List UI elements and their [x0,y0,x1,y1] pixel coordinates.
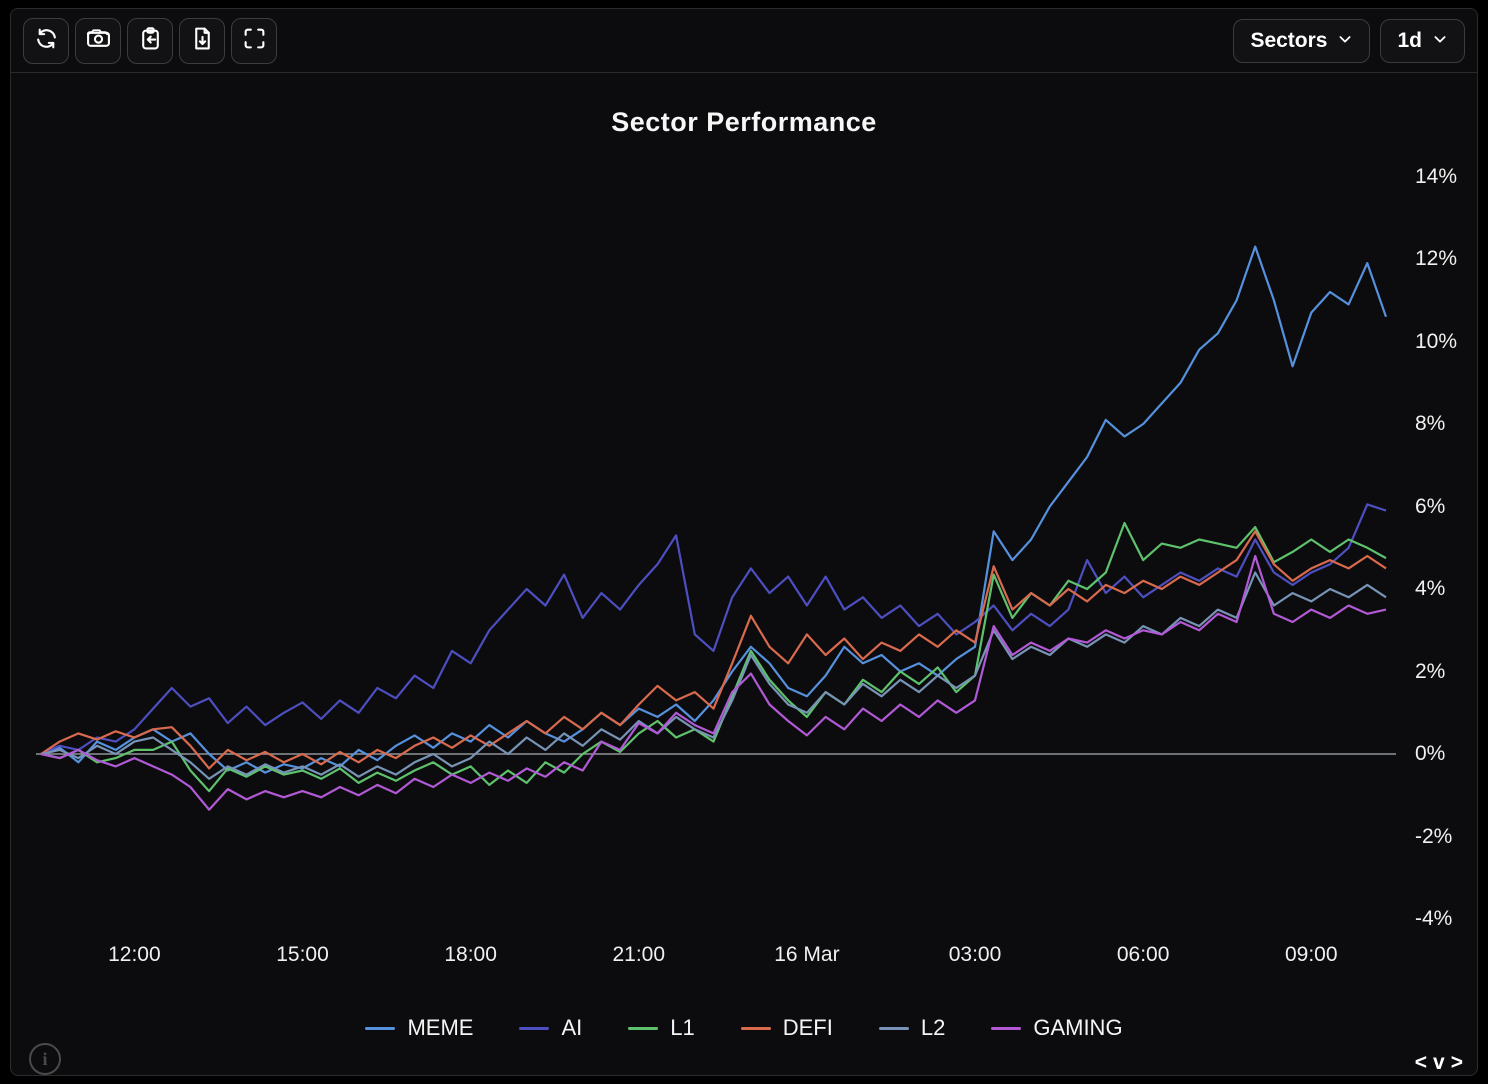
legend-label: DEFI [782,1015,833,1040]
y-tick-label: 8% [1415,412,1446,435]
timeframe-dropdown-label: 1d [1397,28,1422,52]
pan-right-button[interactable]: > [1450,1051,1463,1074]
fullscreen-icon [242,26,267,56]
x-tick-label: 03:00 [948,943,1002,966]
camera-icon [86,26,111,56]
y-tick-label: 4% [1415,577,1446,600]
legend-label: L2 [920,1015,946,1040]
clipboard-import-icon [138,26,163,56]
series-line-meme [40,245,1388,774]
sectors-dropdown-label: Sectors [1250,28,1328,52]
fullscreen-button[interactable] [231,17,277,64]
series-line-ai [40,503,1387,756]
chart-plot-area[interactable] [11,73,1479,1077]
series-line-defi [40,530,1387,770]
file-download-icon [190,26,215,56]
sectors-dropdown[interactable]: Sectors [1233,18,1371,63]
x-tick-label: 21:00 [612,943,666,966]
y-tick-label: 14% [1415,164,1458,188]
legend-item-meme[interactable]: MEME [365,1015,473,1041]
legend-item-ai[interactable]: AI [519,1015,582,1041]
download-button[interactable] [179,17,225,64]
chart-area: Sector Performance 14% 12% 10% 8% 6% 4% 2% 0% -2… [11,73,1477,1075]
legend-item-l2[interactable]: L2 [878,1015,946,1041]
y-tick-label: 6% [1415,494,1446,518]
screenshot-button[interactable] [75,17,121,64]
x-tick-label: 18:00 [444,943,497,966]
pan-left-button[interactable]: < [1414,1051,1428,1074]
chevron-down-icon [1432,29,1448,53]
chart-panel: Sectors 1d Sector Performance 14% 12% 10% 8… [10,8,1478,1076]
legend-item-gaming[interactable]: GAMING [991,1015,1123,1041]
collapse-button[interactable]: v [1433,1051,1445,1074]
copy-to-clipboard-button[interactable] [127,17,173,64]
legend-label: L1 [670,1015,695,1040]
y-tick-label: 0% [1415,742,1446,765]
series-line-gaming [40,554,1387,811]
legend-swatch [740,1026,771,1030]
x-tick-label: 12:00 [108,943,161,966]
timeframe-dropdown[interactable]: 1d [1380,18,1465,63]
y-tick-label: -4% [1415,907,1453,930]
legend-swatch [878,1026,909,1030]
pane-nav-controls: < v > [1415,1051,1463,1075]
toolbar-icon-group [23,17,277,64]
legend-label: AI [561,1015,583,1040]
legend-swatch [628,1026,659,1030]
x-tick-label: 06:00 [1116,943,1170,966]
refresh-icon [34,26,59,56]
toolbar: Sectors 1d [11,9,1477,73]
legend-label: MEME [407,1015,474,1040]
refresh-button[interactable] [23,17,69,64]
x-tick-label: 16 Mar [774,943,840,966]
legend-item-l1[interactable]: L1 [628,1015,695,1041]
x-tick-label: 15:00 [276,943,329,966]
y-tick-label: 10% [1415,329,1458,353]
legend: MEME AI L1 DEFI L2 GAMING [11,1015,1477,1041]
y-tick-label: 12% [1415,247,1458,270]
chevron-down-icon [1337,29,1353,53]
info-icon[interactable]: i [29,1043,61,1075]
y-tick-label: 2% [1415,659,1446,683]
series-line-l2 [40,571,1387,780]
series-line-l1 [40,521,1387,793]
legend-swatch [519,1026,550,1030]
legend-swatch [991,1026,1022,1030]
legend-swatch [365,1026,396,1030]
legend-item-defi[interactable]: DEFI [740,1015,833,1041]
legend-label: GAMING [1033,1015,1123,1040]
y-tick-label: -2% [1415,824,1453,848]
chart-title: Sector Performance [611,107,877,137]
x-tick-label: 09:00 [1284,943,1338,966]
